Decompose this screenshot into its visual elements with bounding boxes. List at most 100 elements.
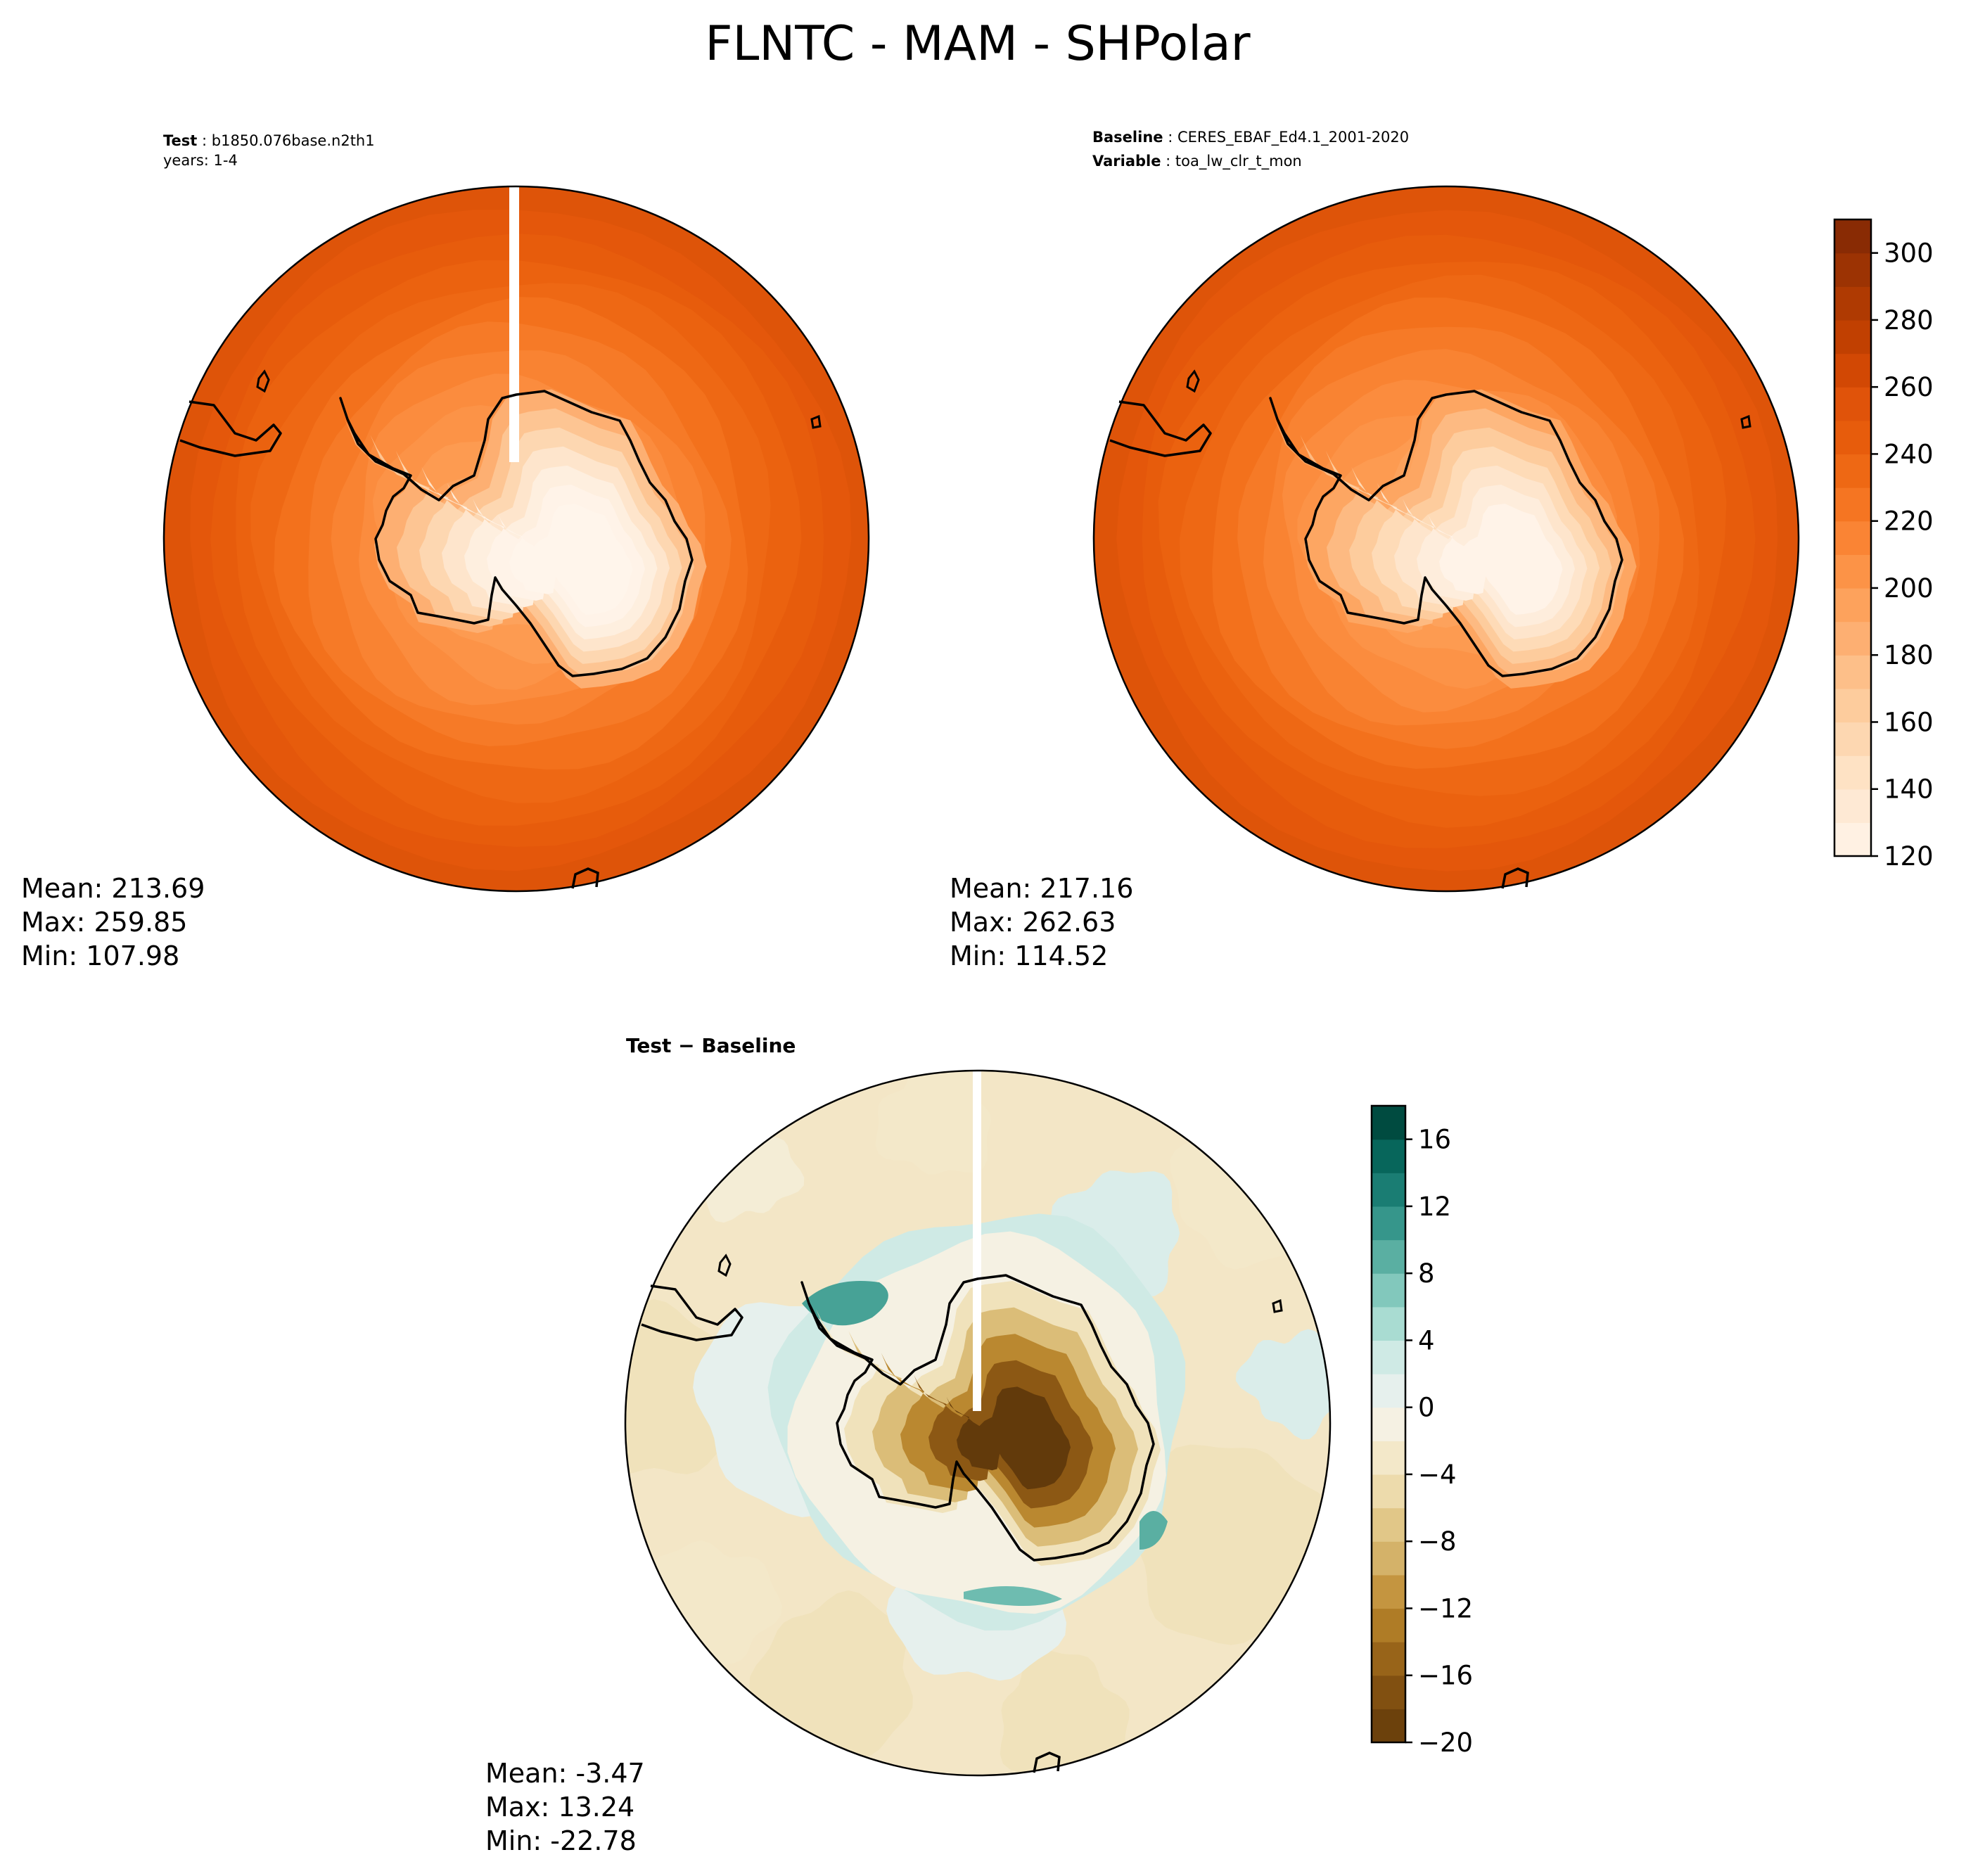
anomaly-patch	[875, 1071, 992, 1175]
test-stat-mean: Mean: 213.69	[21, 873, 205, 904]
panel-test-header-line2: years: 1-4	[163, 152, 238, 169]
test-map-coastlines	[179, 369, 822, 889]
baseline-australia-coastline	[1501, 867, 1529, 889]
baseline-colorbar-tick-label: 140	[1884, 774, 1934, 805]
ice-sheet-band	[495, 504, 633, 615]
baseline-stat-min: Min: 114.52	[950, 940, 1108, 971]
baseline-colorbar-band	[1834, 219, 1871, 254]
difference-colorbar-band	[1372, 1106, 1405, 1140]
anomaly-patch	[749, 1590, 913, 1758]
baseline-colorbar-tick-label: 300	[1884, 238, 1934, 269]
baseline-colorbar-band	[1834, 253, 1871, 287]
difference-colorbar-band	[1372, 1206, 1405, 1241]
difference-map	[625, 1071, 1330, 1775]
difference-map-missing-data-stripe	[973, 1071, 981, 1411]
baseline-colorbar-band	[1834, 454, 1871, 488]
anomaly-patch	[1235, 1329, 1330, 1440]
difference-colorbar-tick-label: 8	[1418, 1258, 1435, 1289]
difference-colorbar-tick-label: −20	[1418, 1728, 1473, 1758]
baseline-colorbar-tick-label: 280	[1884, 305, 1934, 336]
difference-colorbar-tick-label: −8	[1418, 1526, 1457, 1557]
difference-colorbar-band	[1372, 1273, 1405, 1308]
difference-colorbar-tick-label: −4	[1418, 1460, 1457, 1490]
test-map-missing-data-stripe	[509, 186, 519, 462]
baseline-map-boundary	[1092, 185, 1800, 893]
difference-map-boundary	[624, 1069, 1332, 1777]
anomaly-ross-positive	[964, 1586, 1062, 1606]
baseline-colorbar-tick-label: 200	[1884, 573, 1934, 604]
anomaly-patch	[1000, 1650, 1130, 1775]
difference-antarctica-coastline	[800, 1274, 1155, 1562]
test-map	[164, 186, 869, 891]
anomaly-coast-positive	[1140, 1511, 1168, 1550]
baseline-colorbar-tick-label: 240	[1884, 439, 1934, 469]
difference-map-coastlines	[641, 1253, 1283, 1773]
difference-colorbar-band	[1372, 1642, 1405, 1676]
difference-stat-mean: Mean: -3.47	[485, 1758, 645, 1789]
difference-colorbar-tick-label: −16	[1418, 1661, 1473, 1691]
baseline-colorbar-band	[1834, 353, 1871, 388]
figure-title: FLNTC - MAM - SHPolar	[705, 16, 1250, 72]
ice-sheet-anomaly-band	[944, 1386, 1071, 1490]
test-island-coastline	[256, 369, 270, 393]
difference-colorbar-band	[1372, 1507, 1405, 1542]
difference-stat-min: Min: -22.78	[485, 1825, 637, 1856]
difference-australia-coastline	[1033, 1751, 1061, 1773]
baseline-colorbar-band	[1834, 688, 1871, 723]
baseline-colorbar-tick-label: 220	[1884, 506, 1934, 537]
difference-colorbar-band	[1372, 1675, 1405, 1709]
baseline-map	[1094, 186, 1799, 891]
baseline-colorbar-tick-label: 260	[1884, 372, 1934, 402]
test-stat-max: Max: 259.85	[21, 907, 187, 938]
panel-baseline-header-line1: Baseline : CERES_EBAF_Ed4.1_2001-2020	[1092, 129, 1409, 146]
difference-colorbar-band	[1372, 1441, 1405, 1475]
difference-colorbar-tick-label: 0	[1418, 1393, 1435, 1423]
panel-test-header-line1: Test : b1850.076base.n2th1	[163, 132, 375, 149]
ice-sheet-band	[1425, 504, 1563, 615]
difference-colorbar-tick-label: 4	[1418, 1325, 1435, 1355]
anomaly-patch	[625, 1299, 745, 1474]
baseline-colorbar-frame	[1833, 218, 1872, 857]
difference-colorbar-band	[1372, 1407, 1405, 1441]
difference-stat-max: Max: 13.24	[485, 1792, 634, 1823]
baseline-colorbar-band	[1834, 587, 1871, 623]
panel-difference: Test − Baseline −20 −16 −12 −8 −4 0 4 8 12 16 Mea…	[485, 1034, 1473, 1856]
test-map-ice-core	[337, 389, 707, 689]
baseline-colorbar-band	[1834, 621, 1871, 656]
difference-colorbar-tick-label: 12	[1418, 1192, 1451, 1222]
difference-colorbar-band	[1372, 1709, 1405, 1743]
test-south-america-coastline	[179, 400, 282, 457]
test-stat-min: Min: 107.98	[21, 940, 179, 971]
difference-colorbar-frame	[1370, 1104, 1407, 1744]
difference-colorbar: −20 −16 −12 −8 −4 0 4 8 12 16	[1370, 1104, 1473, 1758]
anomaly-peninsula-positive	[802, 1281, 888, 1326]
baseline-stat-max: Max: 262.63	[950, 907, 1116, 938]
baseline-map-coastlines	[1109, 369, 1751, 889]
difference-colorbar-band	[1372, 1574, 1405, 1609]
difference-colorbar-band	[1372, 1239, 1405, 1274]
baseline-colorbar-tick-label: 160	[1884, 707, 1934, 737]
baseline-island-coastline	[1186, 369, 1200, 393]
baseline-colorbar-band	[1834, 755, 1871, 790]
difference-south-america-coastline	[641, 1284, 743, 1341]
difference-island-coastline	[1272, 1298, 1283, 1313]
baseline-colorbar-tick-label: 180	[1884, 640, 1934, 670]
difference-colorbar-band	[1372, 1608, 1405, 1642]
baseline-island-coastline	[1740, 414, 1751, 429]
difference-colorbar-band	[1372, 1306, 1405, 1341]
panel-difference-header: Test − Baseline	[626, 1034, 796, 1057]
baseline-colorbar-tick-label: 120	[1884, 841, 1934, 872]
baseline-colorbar-band	[1834, 387, 1871, 421]
difference-colorbar-band	[1372, 1173, 1405, 1207]
panel-baseline: Baseline : CERES_EBAF_Ed4.1_2001-2020 Va…	[950, 129, 1934, 971]
baseline-colorbar-band	[1834, 420, 1871, 455]
difference-colorbar-band	[1372, 1340, 1405, 1374]
panel-test: Test : b1850.076base.n2th1 years: 1-4 Me…	[21, 132, 870, 971]
baseline-colorbar-band	[1834, 521, 1871, 555]
baseline-colorbar-band	[1834, 487, 1871, 522]
panel-baseline-header-line2: Variable : toa_lw_clr_t_mon	[1092, 153, 1302, 170]
test-australia-coastline	[571, 867, 599, 889]
baseline-colorbar-band	[1834, 554, 1871, 589]
difference-colorbar-band	[1372, 1474, 1405, 1509]
